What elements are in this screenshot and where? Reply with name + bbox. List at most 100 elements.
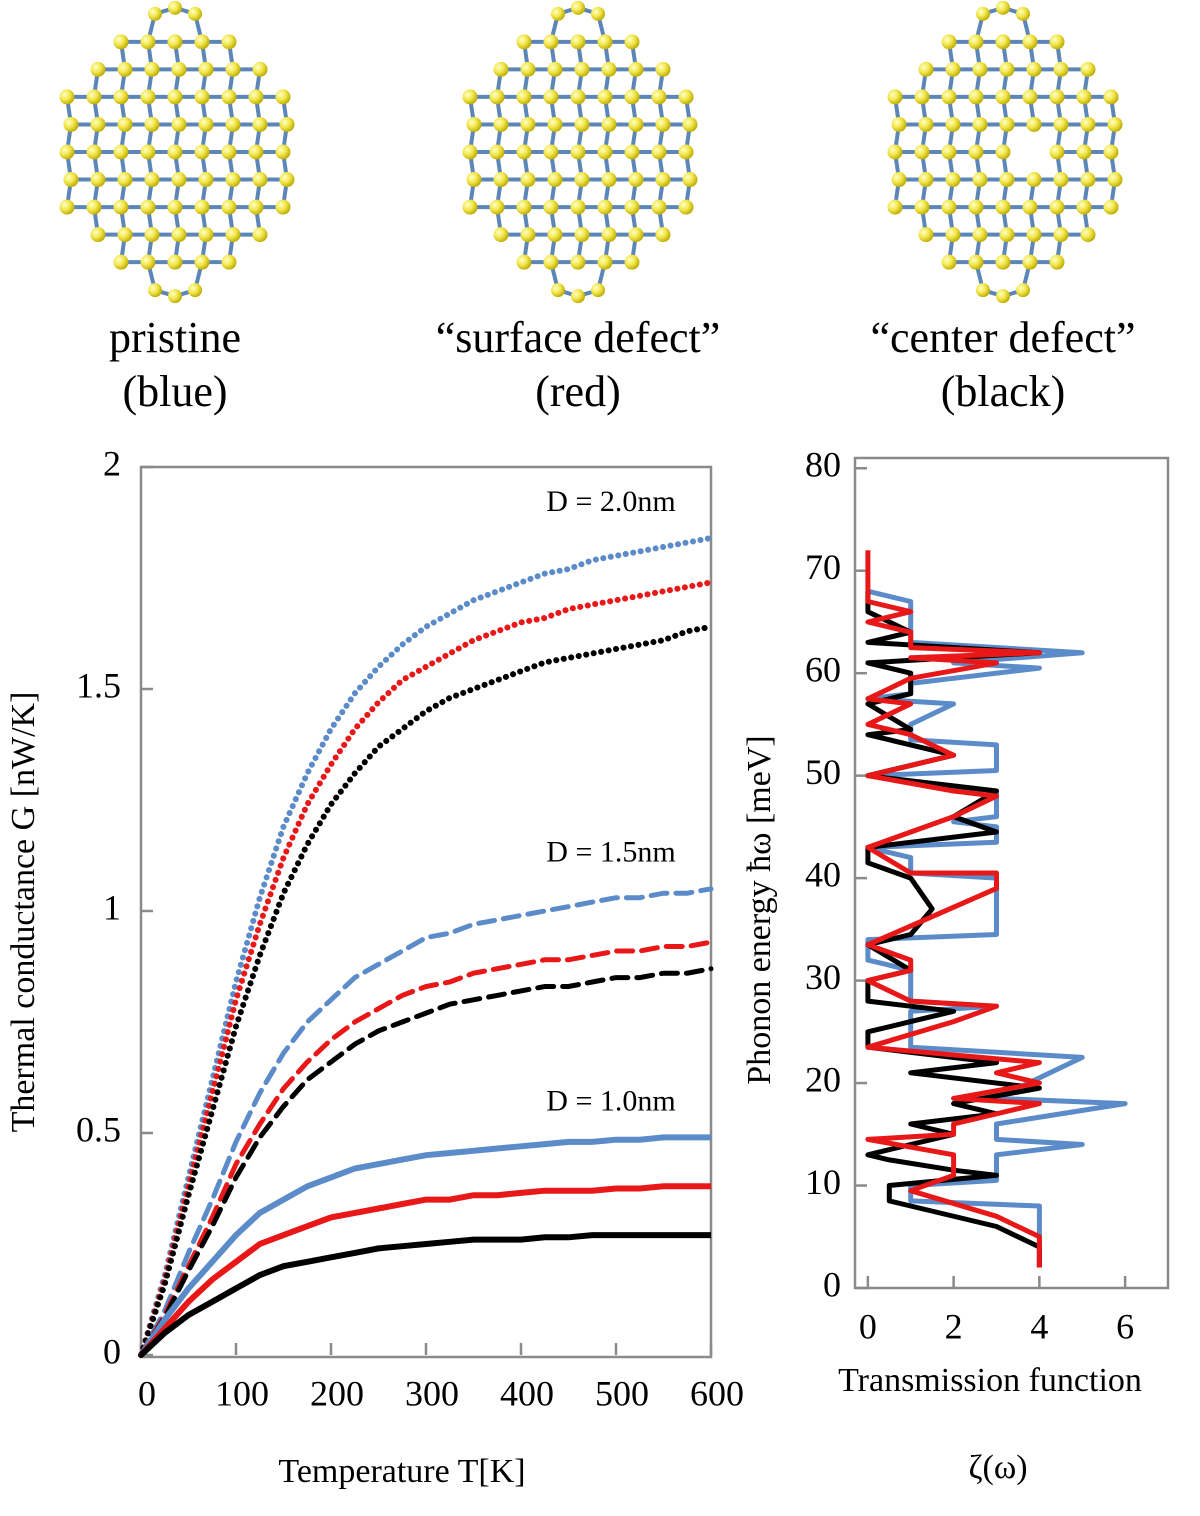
atom bbox=[221, 34, 237, 50]
atom bbox=[945, 172, 961, 188]
y-axis-label: Phonon energy ħω [meV] bbox=[741, 735, 778, 1084]
atom bbox=[651, 199, 667, 215]
atom bbox=[597, 199, 613, 215]
atom bbox=[520, 227, 536, 243]
series-line bbox=[865, 550, 1042, 1268]
atom bbox=[1107, 172, 1123, 188]
y-tick-label: 2 bbox=[103, 443, 121, 483]
atom bbox=[198, 116, 214, 132]
y-tick-label: 0.5 bbox=[76, 1109, 121, 1149]
structures bbox=[59, 0, 1123, 304]
structure bbox=[59, 0, 295, 304]
plot-frame bbox=[853, 456, 1170, 1290]
atom bbox=[918, 172, 934, 188]
atom bbox=[968, 199, 984, 215]
atom bbox=[516, 254, 532, 270]
y-tick-label: 1.5 bbox=[76, 665, 121, 705]
atom bbox=[543, 144, 559, 160]
atom bbox=[516, 144, 532, 160]
atom bbox=[624, 199, 640, 215]
atom bbox=[466, 116, 482, 132]
atom bbox=[547, 172, 563, 188]
y-axis-label: Thermal conductance G [nW/K] bbox=[5, 692, 42, 1133]
atom bbox=[651, 144, 667, 160]
atom bbox=[493, 227, 509, 243]
atom bbox=[570, 199, 586, 215]
series-line bbox=[138, 939, 714, 1358]
x-tick-label: 4 bbox=[1030, 1306, 1048, 1346]
atom bbox=[574, 61, 590, 77]
series-line bbox=[138, 535, 714, 1358]
atom bbox=[252, 61, 268, 77]
atom bbox=[113, 254, 129, 270]
atom bbox=[59, 89, 75, 105]
atom bbox=[1080, 116, 1096, 132]
x-tick-label: 100 bbox=[215, 1373, 269, 1413]
atom bbox=[601, 116, 617, 132]
atom bbox=[1049, 34, 1065, 50]
series-line bbox=[138, 1232, 711, 1358]
atom bbox=[571, 289, 585, 304]
atom bbox=[516, 34, 532, 50]
atom bbox=[466, 172, 482, 188]
atom bbox=[570, 34, 586, 50]
annotation: D = 2.0nm bbox=[546, 485, 675, 518]
atom bbox=[167, 89, 183, 105]
atom bbox=[571, 0, 585, 15]
atom bbox=[516, 89, 532, 105]
atom bbox=[682, 116, 698, 132]
structure-note: (black) bbox=[941, 367, 1066, 416]
atom bbox=[275, 144, 291, 160]
atom bbox=[551, 6, 565, 21]
atom bbox=[682, 172, 698, 188]
atom bbox=[117, 227, 133, 243]
atom bbox=[171, 116, 187, 132]
atom bbox=[995, 34, 1011, 50]
atom bbox=[225, 61, 241, 77]
atom bbox=[489, 89, 505, 105]
atom bbox=[941, 254, 957, 270]
atom bbox=[995, 199, 1011, 215]
atom bbox=[570, 89, 586, 105]
atom bbox=[86, 199, 102, 215]
atom bbox=[976, 283, 990, 298]
atom bbox=[570, 144, 586, 160]
atom bbox=[86, 144, 102, 160]
atom bbox=[248, 89, 264, 105]
atom bbox=[591, 283, 605, 298]
atom bbox=[655, 61, 671, 77]
structure-label: “center defect” bbox=[871, 313, 1136, 362]
atom bbox=[140, 89, 156, 105]
atom bbox=[968, 34, 984, 50]
atom bbox=[493, 172, 509, 188]
series-line bbox=[138, 1183, 711, 1358]
atom bbox=[462, 199, 478, 215]
atom bbox=[167, 144, 183, 160]
atom bbox=[945, 227, 961, 243]
atom bbox=[941, 144, 957, 160]
atom bbox=[624, 34, 640, 50]
atom bbox=[1076, 144, 1092, 160]
atom bbox=[574, 227, 590, 243]
atom bbox=[493, 61, 509, 77]
y-tick-label: 0 bbox=[823, 1264, 841, 1304]
y-tick-label: 1 bbox=[103, 887, 121, 927]
atom bbox=[1026, 61, 1042, 77]
atom bbox=[117, 116, 133, 132]
atom bbox=[887, 199, 903, 215]
atom bbox=[113, 144, 129, 160]
atom bbox=[914, 89, 930, 105]
atom bbox=[198, 227, 214, 243]
atom bbox=[1053, 61, 1069, 77]
atom bbox=[275, 89, 291, 105]
atom bbox=[968, 254, 984, 270]
atom bbox=[655, 172, 671, 188]
y-tick-label: 40 bbox=[805, 854, 841, 894]
atom bbox=[1026, 172, 1042, 188]
atom bbox=[171, 61, 187, 77]
atom bbox=[972, 116, 988, 132]
atom bbox=[90, 116, 106, 132]
atom bbox=[655, 116, 671, 132]
